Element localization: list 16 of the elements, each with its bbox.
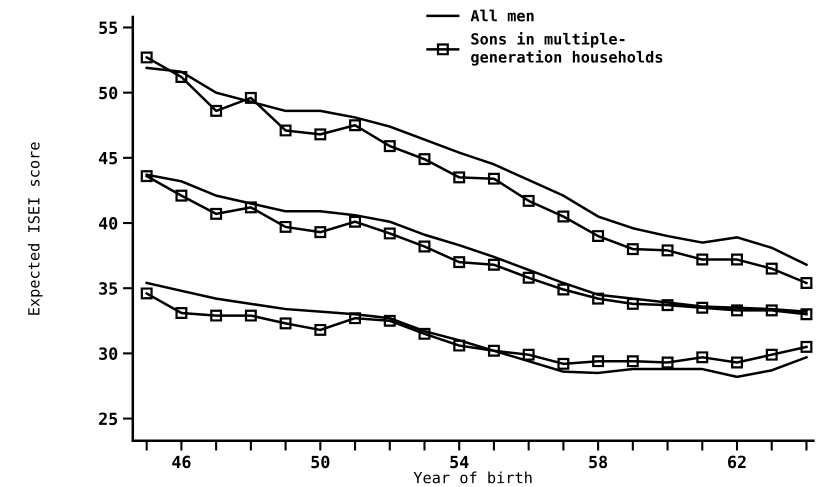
x-tick-label: 62	[728, 456, 746, 468]
x-tick-label: 46	[172, 456, 191, 468]
x-tick-label: 50	[311, 456, 330, 468]
legend-label: All men	[470, 10, 534, 22]
y-tick-label: 55	[99, 22, 118, 34]
y-axis-title: Expected ISEI score	[28, 142, 43, 315]
y-tick-label: 40	[98, 216, 118, 230]
y-tick-label: 35	[99, 282, 118, 295]
legend-label: Sons in multiple- generation households	[471, 32, 662, 66]
y-tick-label: 50	[99, 86, 118, 100]
y-tick-label: 45	[98, 152, 118, 164]
x-tick-label: 58	[589, 456, 608, 468]
y-tick-label: 25	[99, 412, 118, 426]
x-axis-title: Year of birth	[414, 472, 532, 484]
x-tick-label: 54	[450, 456, 468, 468]
y-tick-label: 30	[99, 347, 118, 360]
